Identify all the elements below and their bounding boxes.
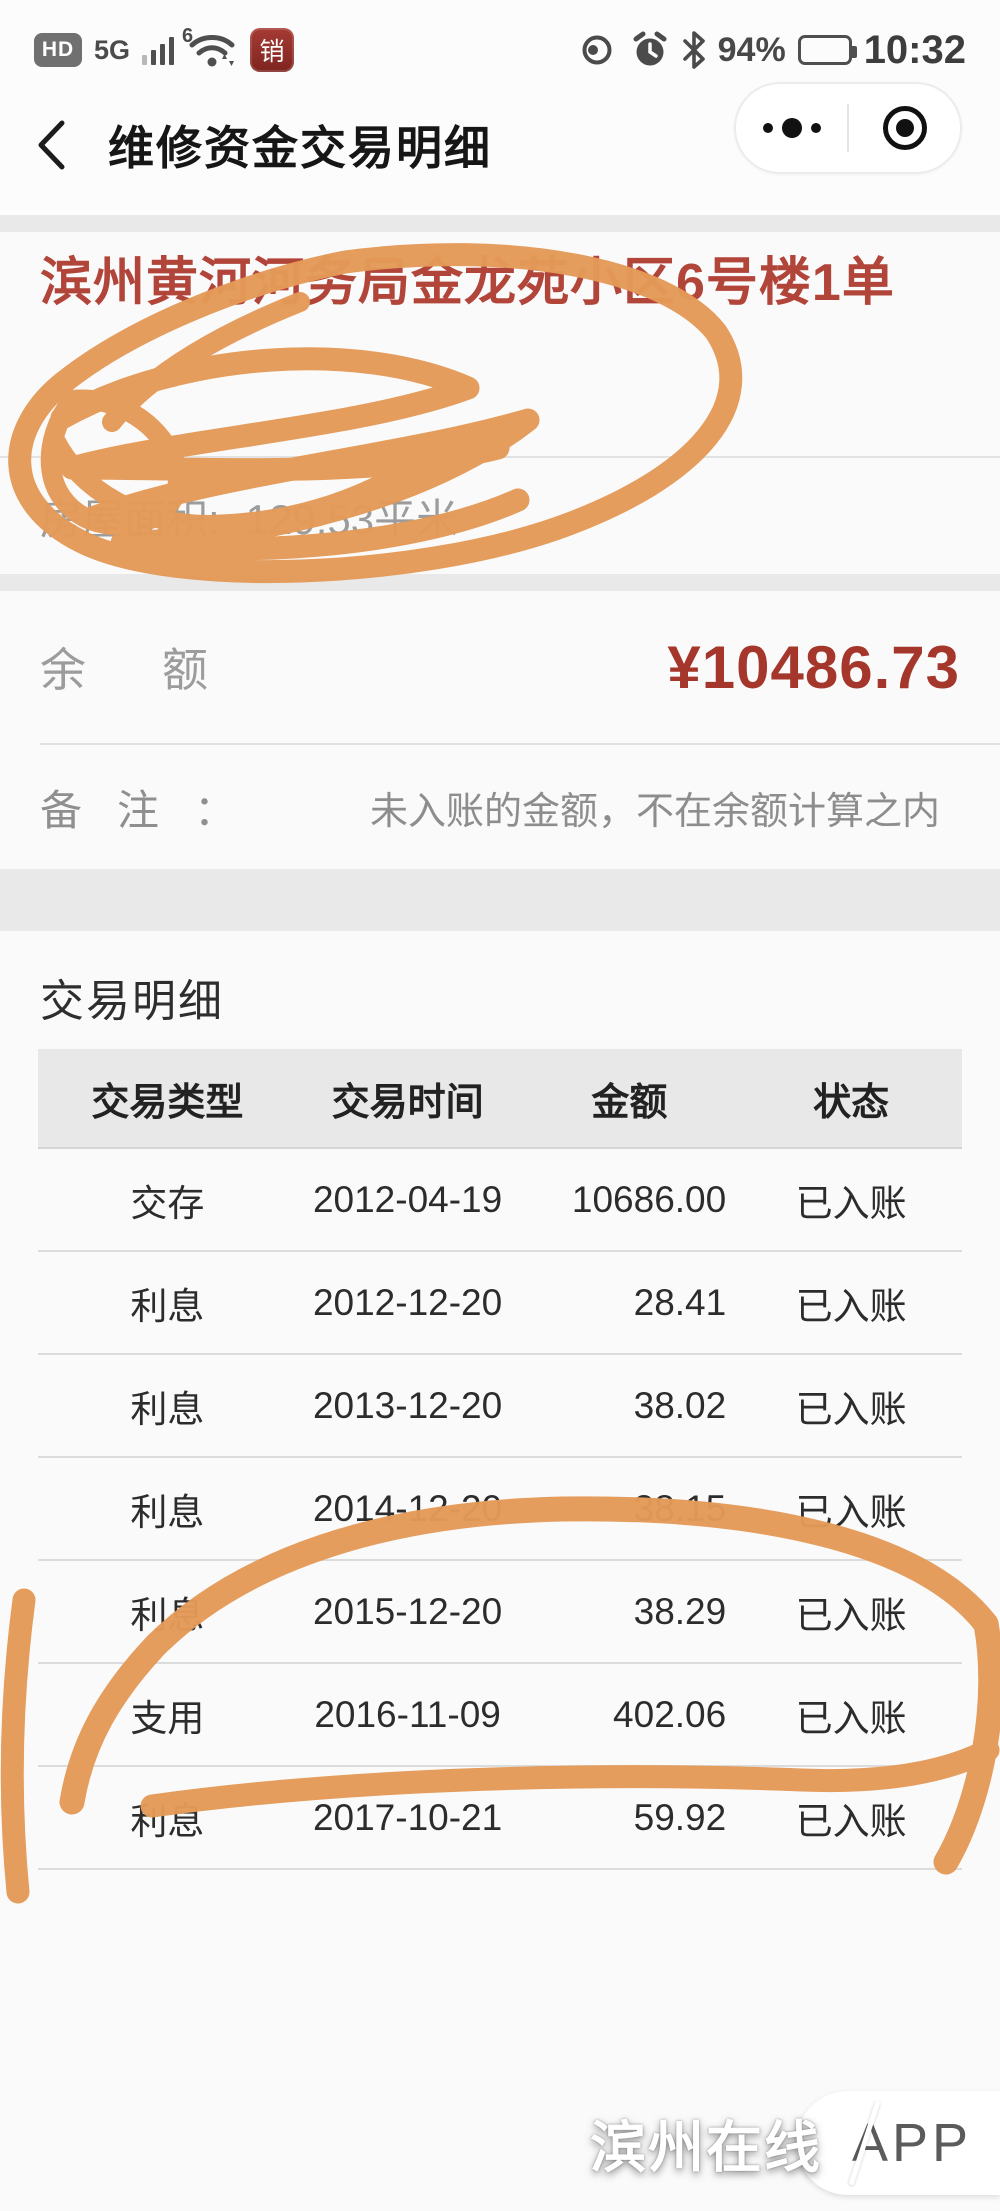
table-row: 利息 2015-12-20 38.29 已入账: [38, 1561, 962, 1664]
column-header-amount: 金额: [591, 1081, 668, 1124]
top-bar: HD 5G 6 销: [0, 0, 1000, 215]
back-button[interactable]: [36, 117, 82, 173]
status-time: 10:32: [863, 27, 966, 72]
house-area-value: 129.53平米: [245, 495, 459, 543]
target-circle-icon: [882, 106, 927, 150]
cell-status: 已入账: [795, 1594, 907, 1636]
property-address-line2-obscured: [40, 318, 960, 408]
cell-status: 已入账: [795, 1491, 907, 1533]
watermark-site-name: 滨州在线: [590, 2115, 822, 2179]
cell-amount: 402.06: [613, 1693, 727, 1735]
network-type-label: 5G: [94, 34, 131, 65]
section-gap: [0, 869, 1000, 931]
remark-row: 备 注 ： 未入账的金额，不在余额计算之内: [0, 745, 1000, 869]
cell-type: 利息: [130, 1388, 205, 1430]
table-row: 支用 2016-11-09 402.06 已入账: [38, 1664, 962, 1767]
cell-amount: 10686.00: [571, 1178, 727, 1220]
remark-label: 备 注 ：: [40, 777, 236, 838]
status-left-cluster: HD 5G 6 销: [34, 25, 295, 72]
site-watermark: 滨州在线 APP: [590, 2091, 1000, 2195]
table-row: 利息 2014-12-20 38.15 已入账: [38, 1458, 962, 1561]
remark-label-char: 备: [40, 786, 83, 834]
cell-date: 2014-12-20: [312, 1487, 503, 1529]
section-gap: [0, 574, 1000, 591]
balance-card: 余 额 ¥10486.73 备 注 ： 未入账的金额，不在余额计算之内: [0, 591, 1000, 869]
cell-date: 2012-04-19: [312, 1178, 503, 1220]
transactions-table-header: 交易类型 交易时间 金额 状态: [38, 1049, 962, 1149]
house-area-row: 房屋面积: 129.53平米: [0, 458, 1000, 574]
cell-type: 支用: [130, 1697, 205, 1739]
column-header-type: 交易类型: [91, 1081, 244, 1124]
cell-status: 已入账: [795, 1388, 907, 1430]
capsule-divider: [847, 104, 849, 152]
balance-amount: ¥10486.73: [667, 633, 960, 701]
section-gap: [0, 215, 1000, 232]
transactions-table: 交易类型 交易时间 金额 状态 交存 2012-04-19 10686.00 已…: [38, 1049, 962, 1870]
cell-date: 2012-12-20: [312, 1281, 503, 1323]
more-dots-icon: [762, 118, 821, 138]
property-address-card: 滨州黄河河务局金龙苑小区6号楼1单: [0, 232, 1000, 458]
cell-type: 交存: [130, 1182, 205, 1224]
cell-date: 2017-10-21: [312, 1796, 503, 1838]
status-right-cluster: 94% 10:32: [576, 28, 966, 73]
page-title: 维修资金交易明细: [108, 122, 492, 174]
cell-type: 利息: [130, 1285, 205, 1327]
balance-label: 余 额: [40, 634, 208, 700]
status-bar: HD 5G 6 销: [0, 0, 1000, 78]
house-area-label: 房屋面积:: [40, 495, 220, 543]
property-address-line1: 滨州黄河河务局金龙苑小区6号楼1单: [40, 254, 895, 312]
bluetooth-icon: [682, 31, 705, 69]
cell-amount: 38.29: [633, 1590, 727, 1632]
cell-amount: 59.92: [633, 1796, 727, 1838]
cell-status: 已入账: [795, 1697, 907, 1739]
miniprogram-capsule: [734, 82, 962, 174]
cell-status: 已入账: [795, 1800, 907, 1842]
nav-bar: 维修资金交易明细: [0, 78, 1000, 198]
transactions-card: 交易明细 交易类型 交易时间 金额 状态 交存 2012-04-19 10686…: [0, 931, 1000, 2211]
column-header-status: 状态: [813, 1081, 890, 1124]
cell-type: 利息: [130, 1800, 205, 1842]
remark-value: 未入账的金额，不在余额计算之内: [369, 790, 940, 833]
cell-amount: 28.41: [633, 1281, 727, 1323]
cell-amount: 38.02: [633, 1384, 727, 1426]
transactions-section-title: 交易明细: [40, 977, 224, 1026]
remark-label-colon: ：: [193, 786, 236, 834]
battery-percent-label: 94%: [717, 30, 786, 69]
divider: [40, 743, 1000, 745]
cell-type: 利息: [130, 1491, 205, 1533]
wifi-icon: 6: [182, 25, 238, 69]
balance-label-char: 余: [40, 644, 86, 696]
watermark-pill: APP: [796, 2091, 1000, 2195]
cell-status: 已入账: [795, 1285, 907, 1327]
wifi6-label: 6: [182, 25, 194, 47]
table-row: 利息 2013-12-20 38.02 已入账: [38, 1355, 962, 1458]
cell-date: 2013-12-20: [312, 1384, 503, 1426]
cell-type: 利息: [130, 1594, 205, 1636]
balance-label-char: 额: [162, 644, 208, 696]
cell-amount: 38.15: [633, 1487, 727, 1529]
table-row: 利息 2012-12-20 28.41 已入账: [38, 1252, 962, 1355]
close-minimize-button[interactable]: [849, 84, 960, 172]
balance-row: 余 额 ¥10486.73: [0, 591, 1000, 743]
remark-label-char: 注: [116, 786, 159, 834]
cell-date: 2015-12-20: [312, 1590, 503, 1632]
column-header-date: 交易时间: [331, 1081, 484, 1124]
table-row: 利息 2017-10-21 59.92 已入账: [38, 1767, 962, 1870]
more-button[interactable]: [736, 84, 847, 172]
table-row: 交存 2012-04-19 10686.00 已入账: [38, 1149, 962, 1252]
signal-strength-icon: [142, 35, 175, 65]
alarm-icon: [633, 31, 667, 66]
cell-status: 已入账: [795, 1182, 907, 1224]
cell-date: 2016-11-09: [314, 1693, 501, 1735]
back-chevron-icon: [38, 120, 65, 170]
battery-icon: [797, 35, 857, 65]
notification-app-icon: 销: [250, 28, 295, 72]
hd-badge: HD: [34, 33, 82, 67]
eye-comfort-icon: [582, 35, 612, 65]
